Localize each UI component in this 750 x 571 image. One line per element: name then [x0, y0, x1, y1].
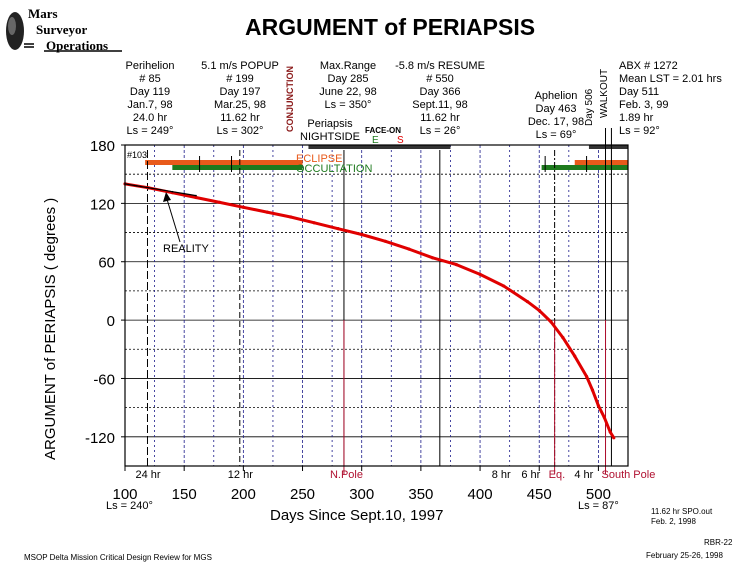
- marker-label-hr4: 4 hr: [574, 469, 593, 481]
- data-point: [265, 210, 269, 214]
- data-point: [561, 336, 565, 340]
- data-point: [478, 272, 482, 276]
- maxrange-annotation: Max.Range Day 285 June 22, 98 Ls = 350°: [319, 60, 377, 111]
- data-point: [525, 300, 530, 304]
- y-tick-label: 120: [90, 196, 115, 213]
- data-point: [183, 192, 185, 195]
- faceon-label: FACE-ON: [365, 126, 401, 135]
- x-tick-label: 150: [172, 486, 197, 503]
- data-point: [537, 308, 541, 312]
- data-point: [159, 188, 162, 191]
- page-title: ARGUMENT of PERIAPSIS: [245, 14, 536, 40]
- data-point: [608, 430, 612, 434]
- source-date: Feb. 2, 1998: [651, 517, 696, 526]
- logo-line: Operations: [46, 38, 109, 53]
- y-tick-label: 180: [90, 138, 115, 155]
- marker-label-spole: South Pole: [602, 469, 656, 481]
- marker-label-hr12: 12 hr: [228, 469, 253, 481]
- series-line-periapsis: [124, 182, 616, 439]
- data-point: [590, 388, 595, 392]
- ls-left-note: Ls = 240°: [106, 500, 153, 512]
- data-point: [171, 190, 174, 193]
- marker-label-npole: N.Pole: [330, 469, 363, 481]
- reality-arrow: [163, 192, 181, 243]
- data-point: [147, 187, 150, 189]
- x-tick-label: 250: [290, 486, 315, 503]
- data-point: [289, 215, 293, 219]
- data-point: [241, 205, 245, 209]
- logo-line: Surveyor: [36, 22, 88, 37]
- logo-line: Mars: [28, 6, 58, 21]
- orbit-103-label: #103: [127, 150, 148, 160]
- x-tick-label: 200: [231, 486, 256, 503]
- perihelion-annotation: Perihelion # 85 Day 119 Jan.7, 98 24.0 hr Ls …: [125, 60, 175, 137]
- x-axis-title: Days Since Sept.10, 1997: [270, 507, 444, 524]
- marker-label-hr8: 8 hr: [492, 469, 511, 481]
- planet-icon: [6, 12, 24, 50]
- y-axis-title: ARGUMENT of PERIAPSIS ( degrees ): [42, 197, 59, 460]
- logo-text: Mars Surveyor Operations: [28, 6, 108, 54]
- band-occultation: [541, 165, 628, 170]
- x-tick-label: 400: [468, 486, 493, 503]
- data-point: [336, 227, 340, 231]
- data-point: [383, 239, 387, 243]
- x-tick-label: 450: [527, 486, 552, 503]
- eclipse-label: ECLIPSE: [296, 153, 343, 165]
- data-point: [194, 195, 198, 200]
- abx-annotation: ABX # 1272 Mean LST = 2.01 hrs Day 511 Feb.…: [619, 60, 722, 137]
- resume-annotation: -5.8 m/s RESUME # 550 Day 366 Sept.11, 98 11…: [395, 60, 485, 137]
- data-point: [596, 404, 601, 408]
- data-point: [573, 354, 577, 358]
- data-point: [612, 436, 616, 440]
- data-point: [431, 256, 435, 260]
- footer-code: RBR-22: [704, 538, 733, 547]
- source-line: 11.62 hr SPO.out: [651, 507, 713, 516]
- x-tick-label: 350: [408, 486, 433, 503]
- band-occultation: [172, 165, 303, 170]
- data-point: [602, 415, 606, 419]
- faceon-s-label: S: [397, 135, 404, 146]
- marker-label-eq: Eq.: [549, 469, 566, 481]
- y-tick-label: 60: [98, 255, 115, 272]
- ls-right-note: Ls = 87°: [578, 500, 619, 512]
- data-point: [549, 320, 553, 324]
- x-tick-label: 300: [349, 486, 374, 503]
- faceon-e-label: E: [372, 135, 379, 146]
- reality-label: REALITY: [163, 243, 209, 255]
- x-tick-label: 500: [586, 486, 611, 503]
- data-point: [584, 374, 589, 379]
- footer-date: February 25-26, 1998: [646, 551, 723, 560]
- y-tick-label: -60: [93, 371, 115, 388]
- y-tick-label: 0: [107, 313, 115, 330]
- popup-annotation: 5.1 m/s POPUP # 199 Day 197 Mar.25, 98 11.62…: [201, 60, 279, 137]
- y-tick-label: -120: [85, 430, 115, 447]
- data-point: [454, 263, 458, 267]
- data-point: [360, 232, 364, 237]
- aphelion-annotation: Aphelion Day 463 Dec. 17, 98 Ls = 69°: [527, 90, 585, 141]
- band-eclipse: [574, 160, 628, 165]
- band-conjunction: [308, 145, 451, 149]
- periapsis-nightside-annotation: Periapsis NIGHTSIDE: [300, 118, 360, 143]
- data-point: [407, 247, 411, 251]
- marker-label-hr6: 6 hr: [521, 469, 540, 481]
- band-conjunction: [588, 145, 628, 149]
- data-point: [195, 194, 197, 197]
- data-point: [502, 284, 506, 288]
- x-tick-label: 100: [112, 486, 137, 503]
- data-point: [136, 185, 138, 187]
- band-eclipse: [145, 160, 303, 165]
- data-point: [218, 200, 222, 204]
- marker-label-hr24: 24 hr: [135, 469, 160, 481]
- occultation-label: OCCULTATION: [296, 163, 373, 175]
- footer-left: MSOP Delta Mission Critical Design Revie…: [24, 553, 212, 562]
- data-point: [312, 221, 316, 225]
- plot-frame: [124, 144, 629, 467]
- logo-underline: [24, 43, 122, 52]
